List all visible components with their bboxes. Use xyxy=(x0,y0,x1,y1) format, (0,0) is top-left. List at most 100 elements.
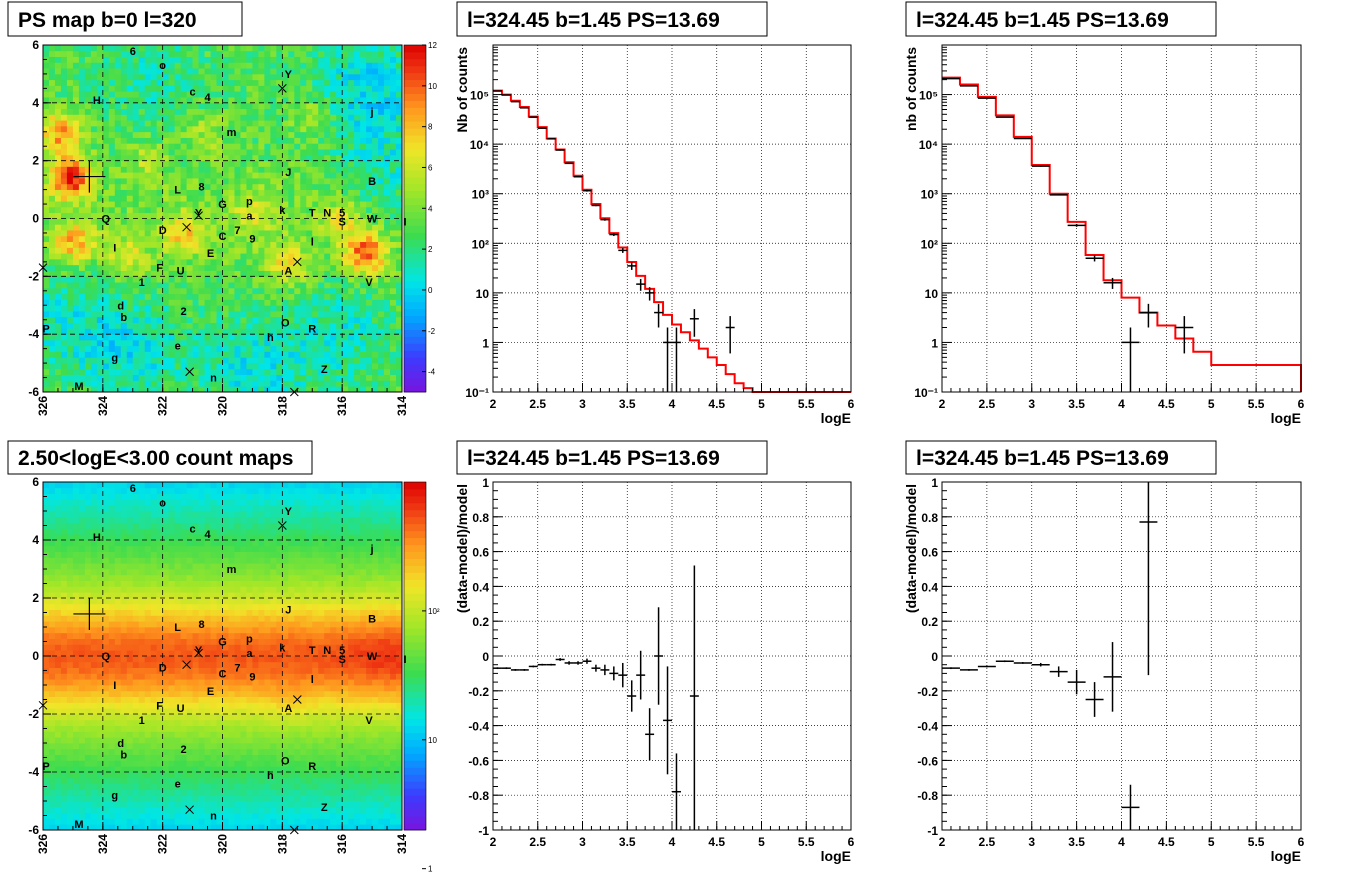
heatmap-cell xyxy=(60,357,68,364)
heatmap-cell xyxy=(282,224,289,231)
heatmap-cell xyxy=(156,818,164,825)
heatmap-cell xyxy=(222,143,229,150)
heatmap-cell xyxy=(156,351,164,358)
heatmap-cell xyxy=(126,143,134,150)
heatmap-cell xyxy=(114,766,122,773)
heatmap-cell xyxy=(372,374,379,381)
heatmap-cell xyxy=(126,137,134,144)
heatmap-cell xyxy=(48,247,56,254)
heatmap-cell xyxy=(120,293,128,300)
heatmap-cell xyxy=(204,91,211,98)
heatmap-cell xyxy=(306,143,313,150)
heatmap-cell xyxy=(348,201,355,208)
heatmap-cell xyxy=(198,282,205,289)
source-label: O xyxy=(281,318,290,330)
heatmap-cell xyxy=(312,56,319,63)
heatmap-cell xyxy=(138,545,146,552)
heatmap-cell xyxy=(126,160,134,167)
heatmap-cell xyxy=(228,305,235,312)
heatmap-cell xyxy=(48,293,56,300)
heatmap-cell xyxy=(132,569,140,576)
heatmap-cell xyxy=(234,368,241,376)
heatmap-cell xyxy=(108,667,116,674)
heatmap-cell xyxy=(108,183,116,190)
heatmap-cell xyxy=(330,311,337,318)
heatmap-cell xyxy=(258,299,265,306)
heatmap-cell xyxy=(84,264,92,271)
heatmap-cell xyxy=(78,386,86,393)
heatmap-cell xyxy=(132,114,140,121)
heatmap-cell xyxy=(48,212,56,219)
heatmap-cell xyxy=(120,258,128,266)
heatmap-cell xyxy=(156,73,164,81)
heatmap-cell xyxy=(258,79,265,86)
heatmap-cell xyxy=(108,357,116,364)
heatmap-cell xyxy=(198,56,205,63)
heatmap-cell xyxy=(372,386,379,393)
heatmap-cell xyxy=(120,68,128,75)
heatmap-cell xyxy=(84,68,92,75)
heatmap-cell xyxy=(198,149,205,156)
heatmap-cell xyxy=(168,241,176,248)
heatmap-cell xyxy=(294,102,301,110)
heatmap-cell xyxy=(48,540,56,547)
heatmap-cell xyxy=(174,45,182,52)
heatmap-cell xyxy=(324,218,331,225)
heatmap-cell xyxy=(240,299,247,306)
heatmap-cell xyxy=(258,345,265,352)
heatmap-cell xyxy=(144,743,152,750)
heatmap-cell xyxy=(360,299,367,306)
heatmap-cell xyxy=(144,644,152,651)
heatmap-cell xyxy=(372,108,379,115)
heatmap-cell xyxy=(102,276,110,283)
heatmap-cell xyxy=(300,270,307,277)
heatmap-cell xyxy=(114,760,122,767)
heatmap-cell xyxy=(294,276,301,283)
heatmap-cell xyxy=(276,195,283,202)
heatmap-cell xyxy=(384,45,391,52)
heatmap-cell xyxy=(342,293,349,300)
heatmap-cell xyxy=(60,258,68,266)
heatmap-cell xyxy=(228,68,235,75)
heatmap-cell xyxy=(144,603,152,610)
heatmap-cell xyxy=(312,351,319,358)
heatmap-cell xyxy=(198,368,205,376)
heatmap-cell xyxy=(270,79,277,86)
heatmap-cell xyxy=(204,149,211,156)
heatmap-cell xyxy=(120,592,128,599)
heatmap-cell xyxy=(378,149,385,156)
heatmap-cell xyxy=(43,218,50,225)
heatmap-cell xyxy=(144,299,152,306)
heatmap-cell xyxy=(336,178,343,185)
heatmap-cell xyxy=(102,632,110,639)
heatmap-cell xyxy=(180,114,187,121)
heatmap-cell xyxy=(72,505,80,512)
heatmap-cell xyxy=(90,482,98,489)
heatmap-cell xyxy=(324,212,331,219)
heatmap-cell xyxy=(126,241,134,248)
heatmap-cell xyxy=(150,627,158,634)
heatmap-cell xyxy=(390,351,397,358)
heatmap-cell xyxy=(318,102,325,110)
heatmap-cell xyxy=(156,357,164,364)
heatmap-cell xyxy=(90,719,98,726)
heatmap-cell xyxy=(252,253,259,260)
heatmap-cell xyxy=(300,114,307,121)
heatmap-cell xyxy=(372,241,379,248)
heatmap-cell xyxy=(108,201,116,208)
heatmap-cell xyxy=(294,374,301,381)
heatmap-cell xyxy=(84,73,92,81)
heatmap-cell xyxy=(282,201,289,208)
heatmap-cell xyxy=(372,380,379,387)
heatmap-cell xyxy=(60,102,68,110)
heatmap-cell xyxy=(252,183,259,190)
heatmap-cell xyxy=(102,235,110,243)
heatmap-cell xyxy=(354,137,361,144)
heatmap-cell xyxy=(324,368,331,376)
heatmap-cell xyxy=(78,528,86,535)
heatmap-cell xyxy=(60,328,68,335)
heatmap-cell xyxy=(102,380,110,387)
heatmap-cell xyxy=(78,812,86,819)
heatmap-cell xyxy=(84,551,92,558)
heatmap-cell xyxy=(102,339,110,347)
